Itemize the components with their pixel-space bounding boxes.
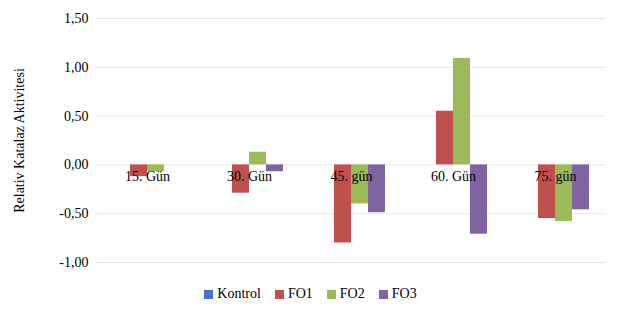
svg-text:0,50: 0,50 (64, 109, 89, 124)
html-text:Kontrol: Kontrol (217, 286, 261, 301)
svg-text:Relativ Katalaz Aktivitesi: Relativ Katalaz Aktivitesi (12, 68, 27, 213)
svg-text:1,00: 1,00 (64, 60, 89, 75)
svg-text:-0,50: -0,50 (59, 206, 88, 221)
svg-text:1,50: 1,50 (64, 11, 89, 26)
svg-text:30. Gün: 30. Gün (227, 169, 272, 184)
svg-text:-1,00: -1,00 (59, 255, 88, 270)
svg-text:0,00: 0,00 (64, 157, 89, 172)
html-text:FO2: FO2 (339, 286, 365, 301)
svg-text:15. Gün: 15. Gün (125, 169, 170, 184)
svg-text:60. Gün: 60. Gün (431, 169, 476, 184)
html-text:FO3: FO3 (391, 286, 417, 301)
svg-text:45. gün: 45. gün (331, 169, 373, 184)
svg-text:75. gün: 75. gün (535, 169, 577, 184)
html-text:FO1: FO1 (287, 286, 313, 301)
